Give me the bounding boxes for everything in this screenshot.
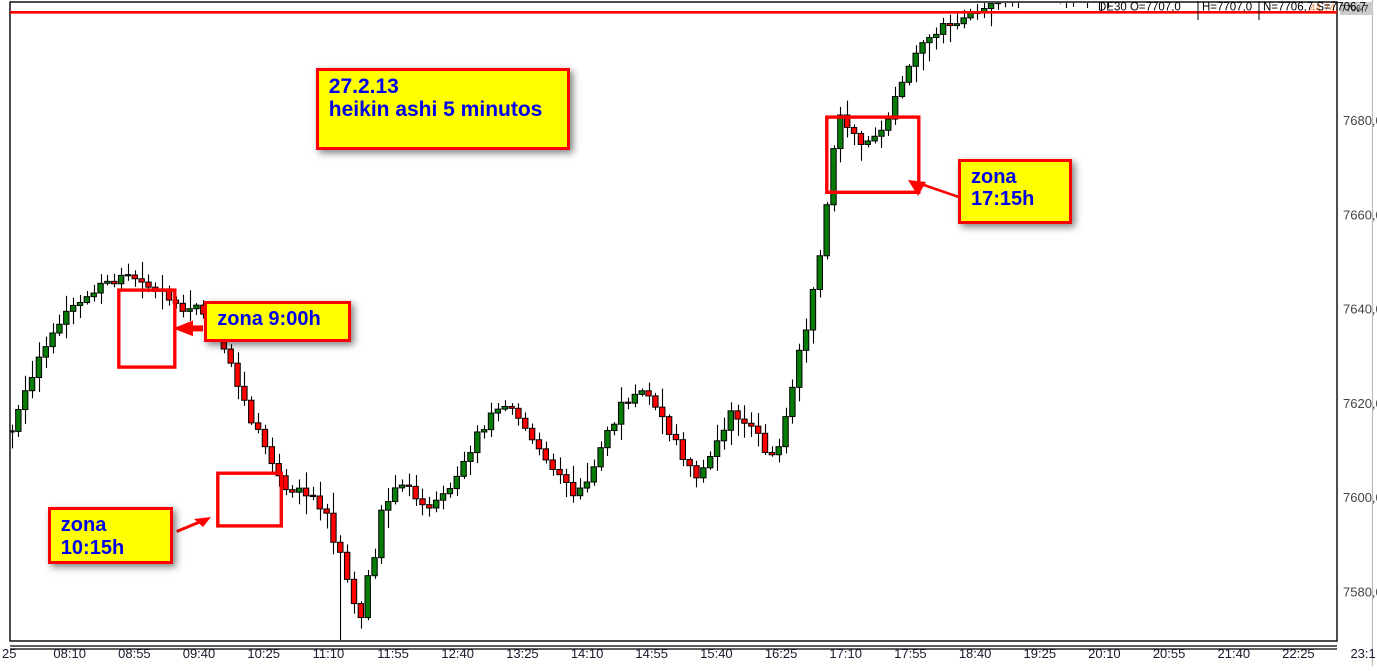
svg-text:11:55: 11:55 — [377, 646, 409, 661]
svg-text:10:25: 10:25 — [247, 646, 280, 661]
svg-text:16:25: 16:25 — [765, 646, 798, 661]
svg-text:N=7706,7 S=7706,7: N=7706,7 S=7706,7 — [1263, 2, 1366, 14]
svg-text:7600,0: 7600,0 — [1343, 490, 1377, 505]
svg-text:25: 25 — [2, 646, 16, 661]
svg-text:20:55: 20:55 — [1153, 646, 1186, 661]
svg-text:H=7707,0: H=7707,0 — [1202, 2, 1252, 14]
svg-text:7680,0: 7680,0 — [1343, 113, 1377, 128]
svg-text:7640,0: 7640,0 — [1343, 302, 1377, 317]
svg-text:17:10: 17:10 — [829, 646, 862, 661]
svg-text:15:40: 15:40 — [700, 646, 733, 661]
svg-text:DE30 O=7707,0: DE30 O=7707,0 — [1098, 2, 1181, 14]
svg-text:14:55: 14:55 — [635, 646, 668, 661]
svg-text:7580,0: 7580,0 — [1343, 584, 1377, 599]
svg-text:18:40: 18:40 — [959, 646, 992, 661]
svg-text:22:25: 22:25 — [1282, 646, 1315, 661]
svg-text:19:25: 19:25 — [1024, 646, 1057, 661]
svg-text:17:55: 17:55 — [894, 646, 927, 661]
svg-text:21:40: 21:40 — [1218, 646, 1251, 661]
svg-text:11:10: 11:10 — [313, 646, 345, 661]
svg-text:14:10: 14:10 — [571, 646, 604, 661]
svg-text:12:40: 12:40 — [441, 646, 474, 661]
svg-text:13:25: 13:25 — [506, 646, 539, 661]
svg-text:20:10: 20:10 — [1088, 646, 1121, 661]
svg-text:09:40: 09:40 — [183, 646, 216, 661]
svg-text:08:10: 08:10 — [53, 646, 86, 661]
svg-text:7620,0: 7620,0 — [1343, 396, 1377, 411]
svg-text:7660,0: 7660,0 — [1343, 207, 1377, 222]
svg-text:08:55: 08:55 — [118, 646, 151, 661]
svg-text:23:1: 23:1 — [1350, 646, 1375, 661]
